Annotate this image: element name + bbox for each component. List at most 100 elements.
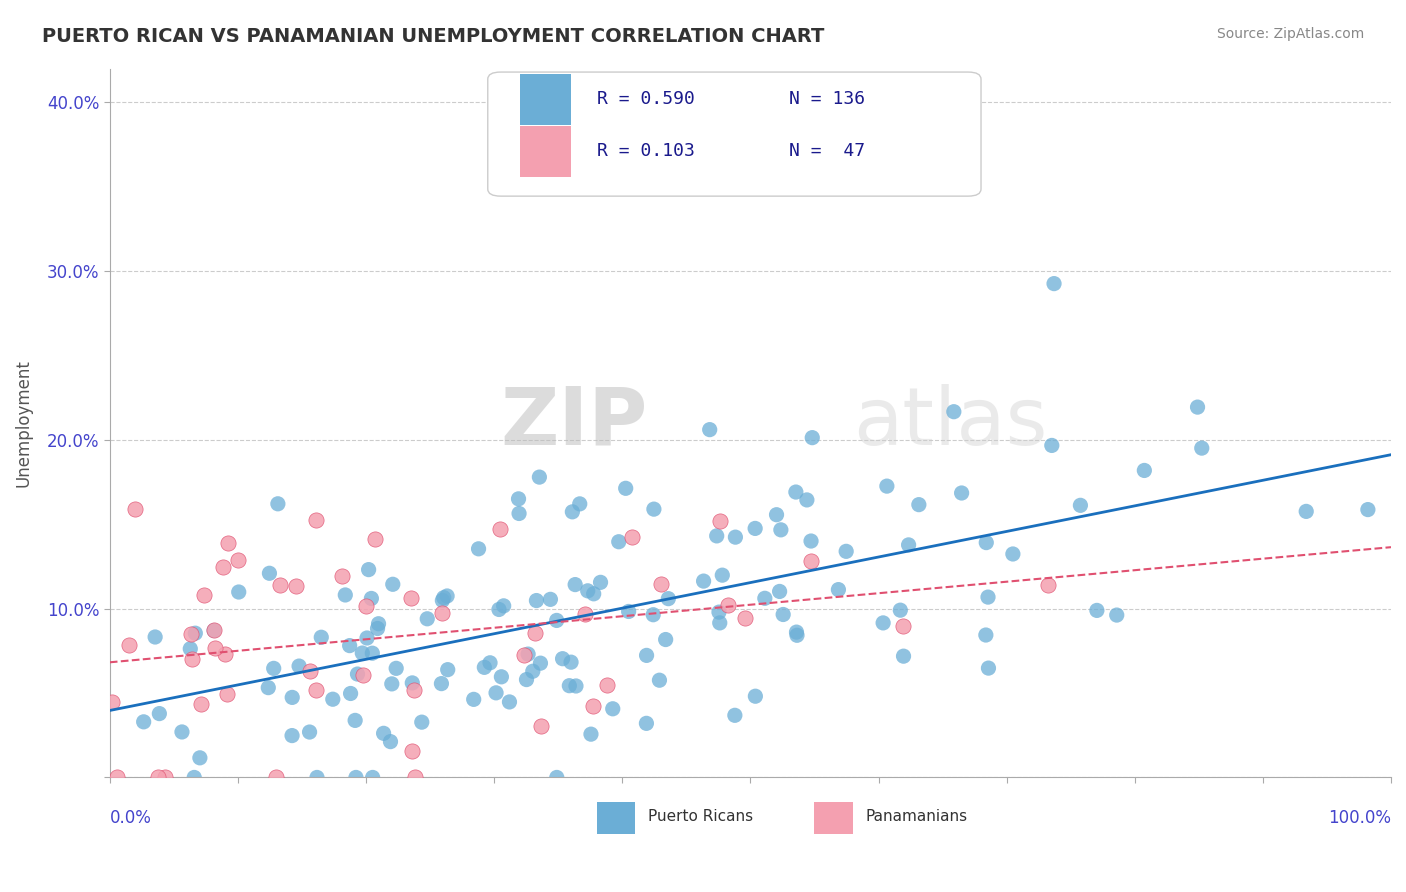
Point xyxy=(508,507,530,521)
Point xyxy=(367,616,389,631)
Point xyxy=(416,612,439,626)
Point xyxy=(889,603,911,617)
Text: Source: ZipAtlas.com: Source: ZipAtlas.com xyxy=(1216,27,1364,41)
Point xyxy=(529,470,551,484)
Point xyxy=(433,591,456,605)
Point xyxy=(288,659,311,673)
Point xyxy=(643,607,665,622)
Point xyxy=(381,677,404,691)
Point xyxy=(636,716,658,731)
Text: Puerto Ricans: Puerto Ricans xyxy=(648,809,754,824)
Point xyxy=(405,771,427,785)
Point xyxy=(305,513,328,527)
Point xyxy=(602,702,624,716)
Point xyxy=(692,574,714,588)
Point xyxy=(148,706,170,721)
Point xyxy=(180,627,202,641)
Point xyxy=(361,646,384,660)
Point xyxy=(491,670,513,684)
Point xyxy=(101,695,124,709)
Point xyxy=(654,632,676,647)
Point xyxy=(489,522,512,536)
Point xyxy=(193,588,215,602)
Point xyxy=(706,529,728,543)
Point xyxy=(181,652,204,666)
Point xyxy=(643,502,665,516)
Point xyxy=(1357,502,1379,516)
Point xyxy=(579,727,602,741)
Point xyxy=(707,605,730,619)
Point xyxy=(467,541,489,556)
Point xyxy=(1040,438,1063,452)
Point xyxy=(202,624,225,638)
Text: ZIP: ZIP xyxy=(501,384,648,462)
Point xyxy=(908,498,931,512)
Point xyxy=(558,679,581,693)
Point xyxy=(264,771,287,785)
Point xyxy=(284,579,307,593)
Point xyxy=(576,583,599,598)
Point xyxy=(699,423,721,437)
Point xyxy=(744,690,766,704)
Point xyxy=(322,692,344,706)
Point xyxy=(217,536,239,550)
Point xyxy=(354,599,377,613)
Point xyxy=(380,734,402,748)
Point xyxy=(373,726,395,740)
Point xyxy=(357,563,380,577)
Point xyxy=(153,771,176,785)
Point xyxy=(330,569,353,583)
Point xyxy=(564,577,586,591)
Point xyxy=(897,538,920,552)
Point xyxy=(950,486,973,500)
Point xyxy=(485,686,508,700)
Point xyxy=(574,607,596,621)
Point xyxy=(522,665,544,679)
Point xyxy=(352,646,374,660)
Point xyxy=(360,591,382,606)
Point xyxy=(492,599,515,613)
Point xyxy=(785,485,807,500)
Point xyxy=(204,640,226,655)
Point xyxy=(143,630,166,644)
Point xyxy=(530,719,553,733)
Point xyxy=(582,587,605,601)
Point xyxy=(524,626,547,640)
Point xyxy=(1187,400,1209,414)
Point xyxy=(513,648,536,663)
Point xyxy=(876,479,898,493)
Point xyxy=(648,673,671,688)
Point xyxy=(709,615,731,630)
Point xyxy=(517,647,540,661)
Point xyxy=(367,622,389,636)
Point xyxy=(1038,577,1060,591)
Point xyxy=(472,660,495,674)
Point xyxy=(132,714,155,729)
Point xyxy=(346,667,368,681)
Point xyxy=(515,673,537,687)
Point xyxy=(267,497,290,511)
Point xyxy=(352,668,374,682)
Point xyxy=(263,661,285,675)
Point xyxy=(184,626,207,640)
Point xyxy=(551,651,574,665)
Point xyxy=(769,523,792,537)
Point xyxy=(974,628,997,642)
Point xyxy=(582,699,605,714)
Point xyxy=(188,751,211,765)
Point xyxy=(298,725,321,739)
Point xyxy=(401,676,423,690)
Point xyxy=(399,591,422,606)
Point xyxy=(148,771,170,785)
Point xyxy=(124,501,146,516)
Point xyxy=(765,508,787,522)
Point xyxy=(560,655,582,669)
Point xyxy=(768,584,790,599)
Text: R = 0.103: R = 0.103 xyxy=(596,143,695,161)
Point xyxy=(796,492,818,507)
Point xyxy=(617,604,640,618)
Point xyxy=(724,708,747,723)
Point xyxy=(335,588,357,602)
Point xyxy=(620,530,643,544)
Point xyxy=(711,568,734,582)
